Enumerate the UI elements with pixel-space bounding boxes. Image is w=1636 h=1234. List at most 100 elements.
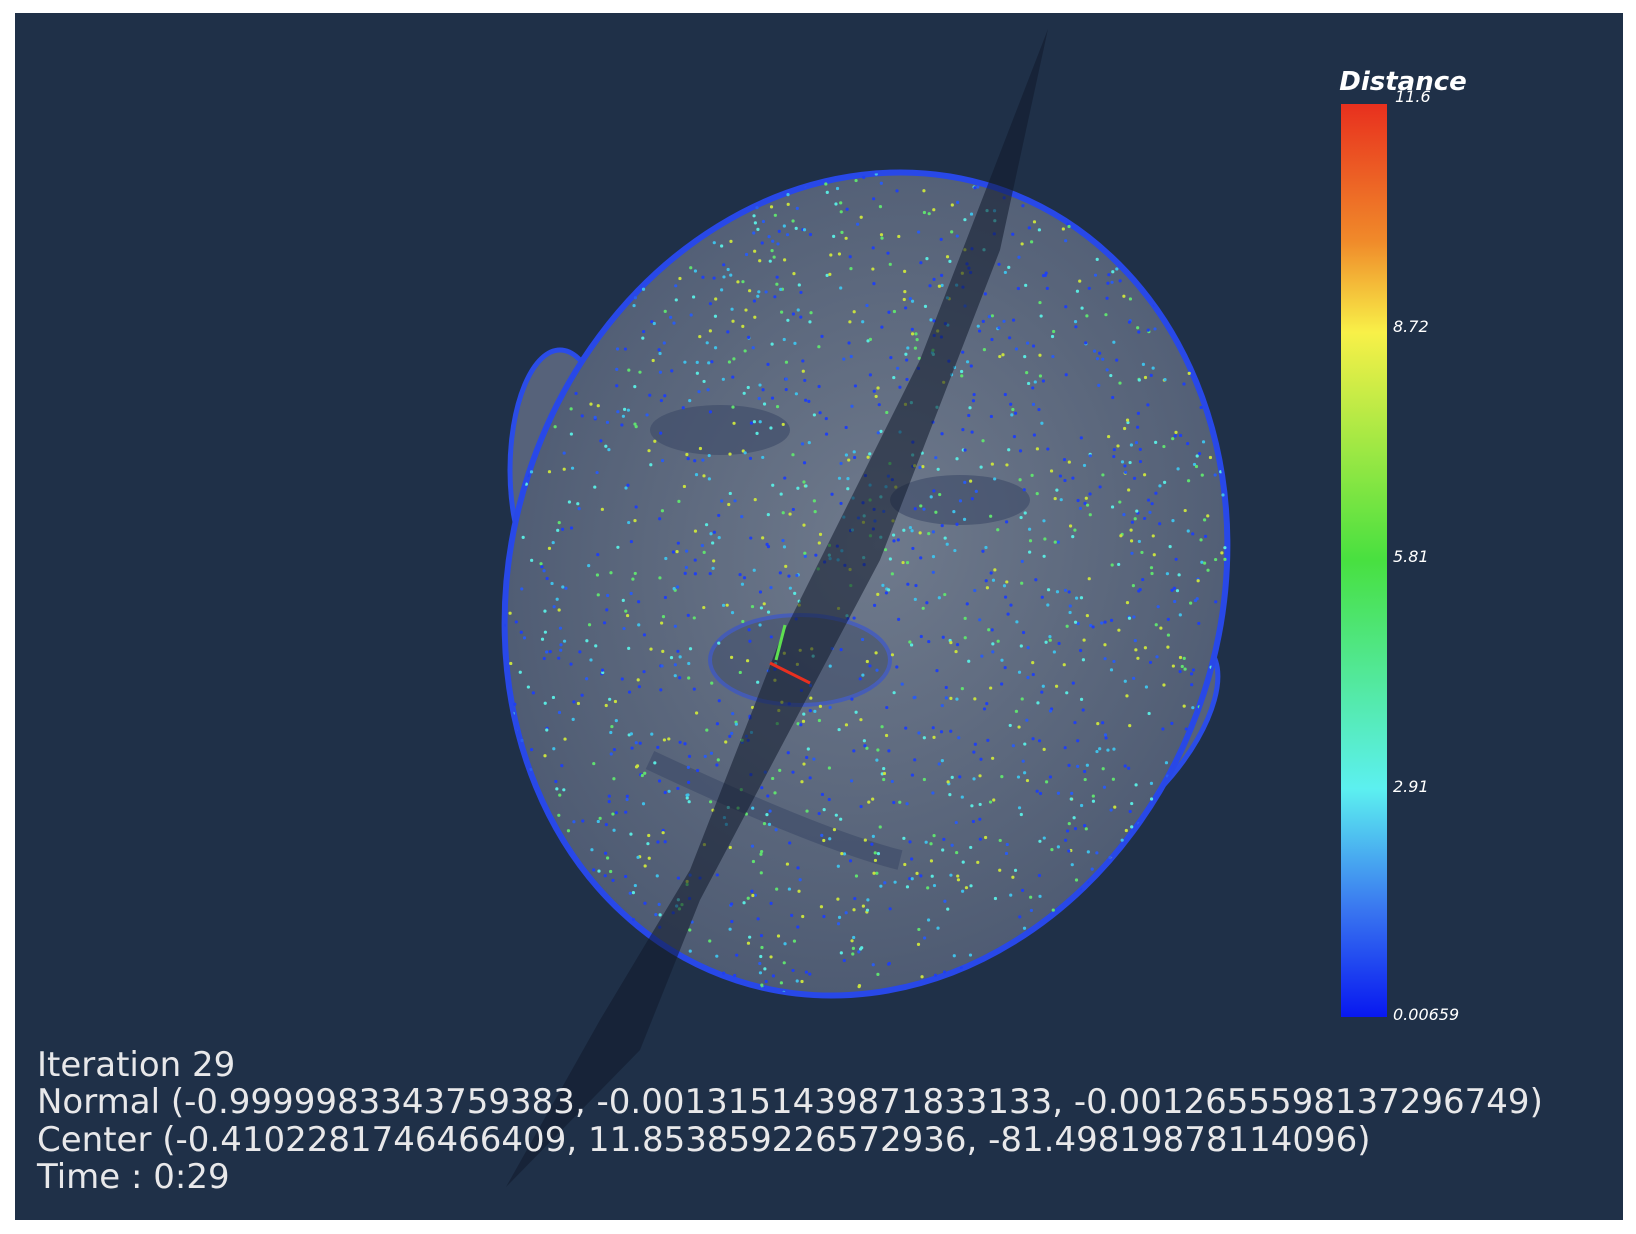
cloud-point bbox=[932, 883, 937, 888]
cloud-point bbox=[917, 731, 921, 735]
cloud-point bbox=[569, 662, 573, 666]
cloud-point bbox=[1035, 492, 1039, 496]
cloud-point bbox=[840, 230, 844, 234]
cloud-point bbox=[758, 259, 762, 263]
cloud-point bbox=[1176, 467, 1180, 471]
cloud-point bbox=[884, 591, 889, 595]
cloud-point bbox=[1037, 228, 1041, 232]
cloud-point bbox=[1065, 829, 1070, 833]
cloud-point bbox=[1038, 374, 1043, 378]
cloud-point bbox=[842, 357, 846, 361]
cloud-point bbox=[925, 601, 929, 605]
cloud-point bbox=[828, 272, 832, 276]
cloud-point bbox=[929, 495, 933, 499]
cloud-point bbox=[1112, 659, 1116, 664]
cloud-point bbox=[983, 835, 988, 840]
cloud-point bbox=[1027, 226, 1031, 230]
cloud-point bbox=[797, 283, 801, 287]
cloud-point bbox=[788, 586, 792, 590]
cloud-point bbox=[837, 252, 842, 256]
cloud-point bbox=[762, 602, 766, 606]
cloud-point bbox=[663, 309, 667, 313]
cloud-point bbox=[1038, 894, 1042, 898]
cloud-point bbox=[1098, 747, 1102, 751]
cloud-point bbox=[1040, 595, 1044, 599]
cloud-point bbox=[1154, 440, 1158, 444]
cloud-point bbox=[705, 728, 709, 732]
cloud-point bbox=[890, 653, 895, 657]
cloud-point bbox=[770, 396, 775, 400]
cloud-point bbox=[1206, 514, 1210, 518]
cloud-point bbox=[892, 800, 896, 805]
cloud-point bbox=[989, 414, 993, 419]
cloud-point bbox=[991, 578, 996, 582]
cloud-point bbox=[1092, 349, 1097, 353]
cloud-point bbox=[967, 413, 971, 418]
cloud-point bbox=[808, 232, 813, 237]
cloud-point bbox=[812, 757, 816, 761]
cloud-point bbox=[728, 734, 732, 738]
cloud-point bbox=[1044, 780, 1049, 784]
cloud-point bbox=[839, 201, 843, 205]
cloud-point bbox=[605, 608, 609, 612]
cloud-point bbox=[896, 366, 900, 370]
cloud-point bbox=[993, 896, 998, 901]
cloud-point bbox=[593, 415, 597, 419]
cloud-point bbox=[830, 492, 834, 496]
cloud-point bbox=[877, 403, 881, 407]
cloud-point bbox=[731, 375, 735, 379]
cloud-point bbox=[567, 500, 572, 504]
cloud-point bbox=[1095, 749, 1099, 754]
cloud-point bbox=[1095, 851, 1099, 855]
cloud-point bbox=[708, 302, 713, 306]
cloud-point bbox=[996, 639, 1000, 643]
cloud-point bbox=[960, 374, 964, 378]
cloud-point bbox=[954, 820, 958, 825]
cloud-point bbox=[880, 725, 884, 729]
cloud-point bbox=[1038, 839, 1042, 843]
cloud-point bbox=[598, 816, 602, 820]
cloud-point bbox=[545, 650, 549, 654]
cloud-point bbox=[673, 674, 677, 678]
cloud-point bbox=[609, 571, 613, 575]
cloud-point bbox=[624, 874, 628, 879]
cloud-point bbox=[612, 748, 617, 752]
cloud-point bbox=[609, 730, 613, 735]
cloud-point bbox=[797, 889, 801, 893]
cloud-point bbox=[976, 324, 980, 328]
cloud-point bbox=[1068, 610, 1072, 615]
cloud-point bbox=[874, 394, 878, 399]
cloud-point bbox=[529, 767, 533, 772]
cloud-point bbox=[1067, 763, 1071, 767]
cloud-point bbox=[689, 266, 693, 270]
cloud-point bbox=[774, 828, 778, 832]
cloud-point bbox=[1016, 775, 1021, 779]
cloud-point bbox=[608, 697, 612, 701]
cloud-point bbox=[543, 630, 547, 634]
cloud-point bbox=[758, 961, 762, 966]
cloud-point bbox=[625, 794, 629, 798]
cloud-point bbox=[807, 399, 811, 403]
cloud-point bbox=[879, 429, 883, 434]
cloud-point bbox=[1037, 739, 1042, 743]
cloud-point bbox=[1134, 783, 1138, 787]
cloud-point bbox=[623, 407, 627, 411]
cloud-point bbox=[1052, 329, 1056, 334]
cloud-point bbox=[784, 387, 788, 392]
cloud-point bbox=[721, 603, 726, 607]
cloud-point bbox=[1109, 618, 1114, 622]
cloud-point bbox=[768, 259, 772, 263]
cloud-point bbox=[620, 677, 624, 681]
cloud-point bbox=[781, 422, 785, 427]
cloud-point bbox=[1159, 626, 1163, 630]
cloud-point bbox=[557, 608, 561, 612]
cloud-point bbox=[1172, 586, 1176, 590]
cloud-point bbox=[990, 462, 994, 466]
cloud-point bbox=[932, 834, 936, 838]
cloud-point bbox=[760, 241, 764, 245]
cloud-point bbox=[921, 606, 925, 610]
cloud-point bbox=[1011, 318, 1016, 322]
cloud-point bbox=[1072, 816, 1076, 820]
cloud-point bbox=[1149, 566, 1154, 570]
cloud-point bbox=[769, 955, 773, 959]
